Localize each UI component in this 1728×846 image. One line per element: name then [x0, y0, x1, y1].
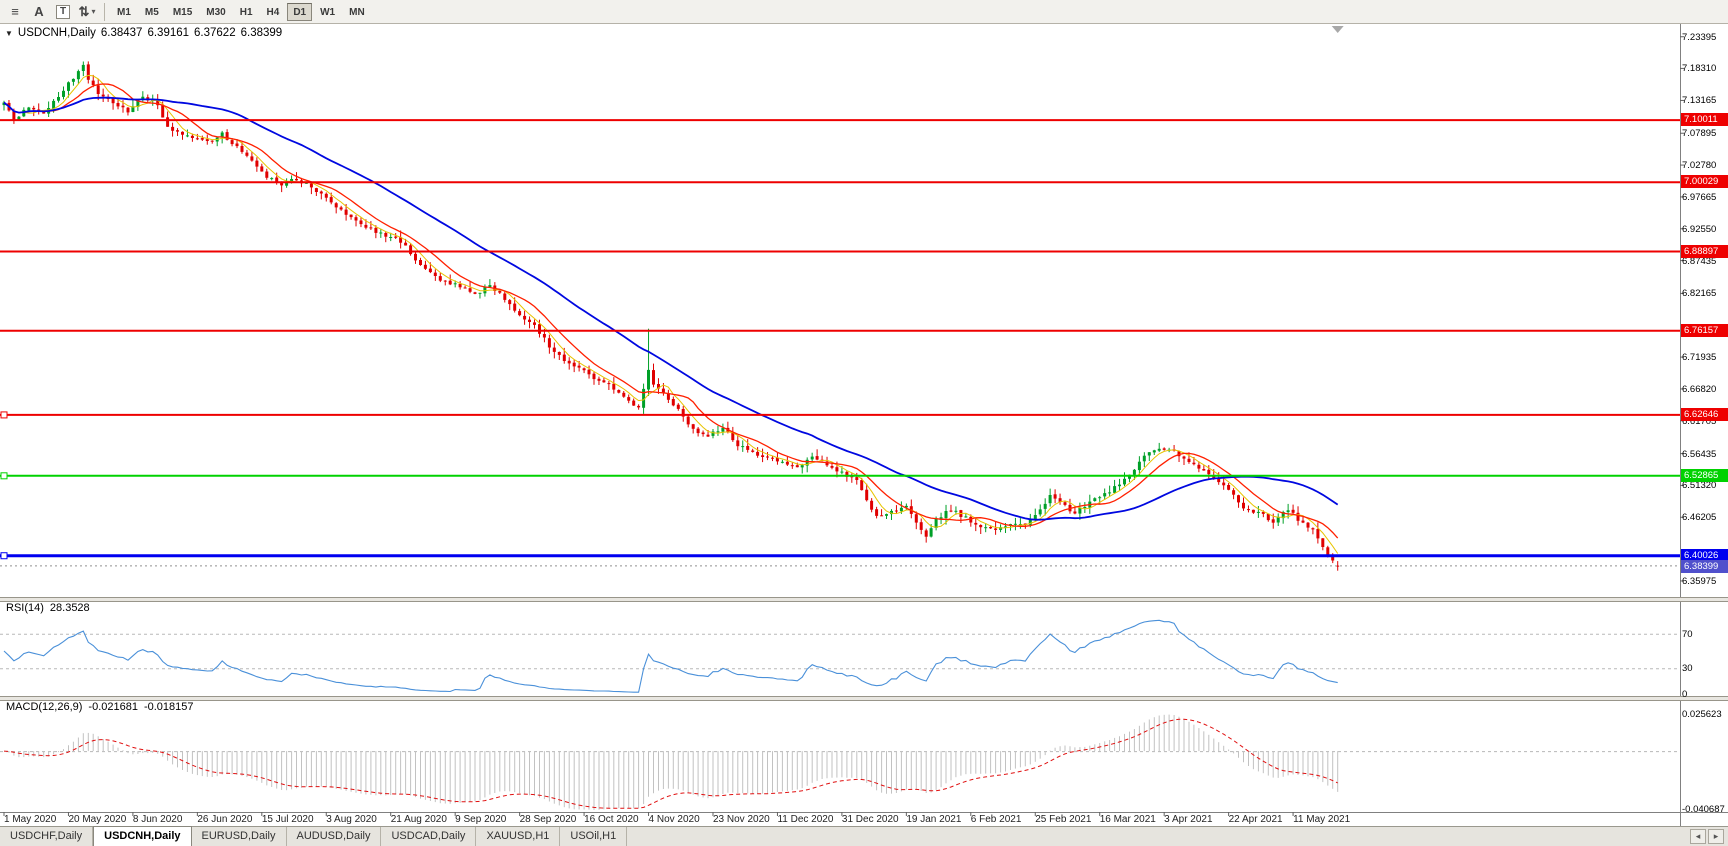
timeframe-button-m5[interactable]: M5	[144, 6, 159, 18]
macd-name: MACD(12,26,9)	[6, 701, 83, 713]
cursor-tool-button[interactable]: A	[28, 2, 50, 22]
timeframe-button-m30[interactable]: M30	[206, 6, 226, 18]
timeframe-button-mn[interactable]: MN	[349, 6, 365, 18]
chart-symbol-label: USDCNH,Daily	[17, 27, 96, 39]
chart-tab-usdcad-daily[interactable]: USDCAD,Daily	[381, 827, 477, 846]
chart-shift-marker-icon[interactable]	[1331, 26, 1344, 33]
tab-scroll-right-button[interactable]: ▸	[1708, 828, 1724, 844]
chart-ohlc-header: ▼ USDCNH,Daily 6.38437 6.39161 6.37622 6…	[5, 27, 282, 39]
rsi-line	[3, 619, 1338, 693]
collapse-triangle-icon[interactable]: ▼	[5, 28, 13, 38]
tab-scroll-left-button[interactable]: ◂	[1690, 828, 1706, 844]
toolbar-separator	[104, 2, 105, 21]
objects-tool-button[interactable]: ⇅ ▾	[76, 2, 98, 22]
panel-separator[interactable]	[0, 597, 1728, 602]
chart-tab-eurusd-daily[interactable]: EURUSD,Daily	[191, 827, 287, 846]
ohlc-high-value: 6.39161	[147, 27, 190, 39]
chart-tab-xauusd-h1[interactable]: XAUUSD,H1	[476, 827, 561, 846]
chart-tab-usoil-h1[interactable]: USOil,H1	[560, 827, 628, 846]
text-tool-icon: T	[55, 4, 71, 19]
macd-indicator-label: MACD(12,26,9) -0.021681 -0.018157	[6, 701, 194, 713]
macd-main-value: -0.021681	[88, 701, 138, 713]
chart-list-button[interactable]: ≡	[4, 2, 26, 22]
chart-list-icon: ≡	[11, 4, 19, 19]
macd-signal-line	[3, 718, 1338, 809]
chart-tab-usdcnh-daily[interactable]: USDCNH,Daily	[93, 826, 192, 846]
line-handle[interactable]	[0, 552, 8, 560]
objects-tool-icon: ⇅	[78, 4, 90, 19]
macd-signal-value: -0.018157	[143, 701, 194, 713]
timeframe-button-h4[interactable]: H4	[266, 6, 280, 18]
panel-separator[interactable]	[0, 696, 1728, 701]
candlestick-series	[2, 61, 1340, 571]
cursor-tool-icon: A	[34, 4, 44, 19]
ma-medium-line	[3, 83, 1339, 539]
timeframe-button-w1[interactable]: W1	[320, 6, 336, 18]
chart-tab-bar: USDCHF,Daily USDCNH,Daily EURUSD,Daily AUDU…	[0, 826, 1728, 846]
macd-histogram	[8, 714, 1339, 810]
ma-slow-line	[3, 96, 1339, 521]
timeframe-button-h1[interactable]: H1	[239, 6, 253, 18]
toolbar-icon-group: ≡ A T ⇅ ▾	[4, 2, 98, 22]
rsi-indicator-label: RSI(14) 28.3528	[6, 602, 90, 614]
tab-scroll-group: ◂ ▸	[1686, 826, 1728, 846]
ohlc-open-value: 6.38437	[100, 27, 143, 39]
rsi-current-value: 28.3528	[49, 602, 90, 614]
ohlc-close-value: 6.38399	[240, 27, 283, 39]
text-tool-button[interactable]: T	[52, 2, 74, 22]
dropdown-chevron-icon: ▾	[91, 7, 96, 16]
chart-tabs: USDCHF,Daily USDCNH,Daily EURUSD,Daily AUDU…	[0, 826, 628, 846]
main-toolbar: ≡ A T ⇅ ▾ M1 M5 M15 M30 H1 H4 D1 W1 MN	[0, 0, 1728, 24]
chart-tab-audusd-daily[interactable]: AUDUSD,Daily	[286, 827, 382, 846]
timeframe-button-m1[interactable]: M1	[117, 6, 131, 18]
rsi-name: RSI(14)	[6, 602, 44, 614]
ma-fast-line	[3, 74, 1339, 554]
line-handle[interactable]	[0, 411, 8, 419]
timeframe-button-group: M1 M5 M15 M30 H1 H4 D1 W1 MN	[111, 2, 371, 21]
timeframe-button-d1[interactable]: D1	[287, 2, 313, 21]
line-handle[interactable]	[0, 472, 8, 480]
chart-tab-usdchf-daily[interactable]: USDCHF,Daily	[0, 827, 94, 846]
ohlc-low-value: 6.37622	[194, 27, 236, 39]
timeframe-button-m15[interactable]: M15	[172, 6, 193, 18]
